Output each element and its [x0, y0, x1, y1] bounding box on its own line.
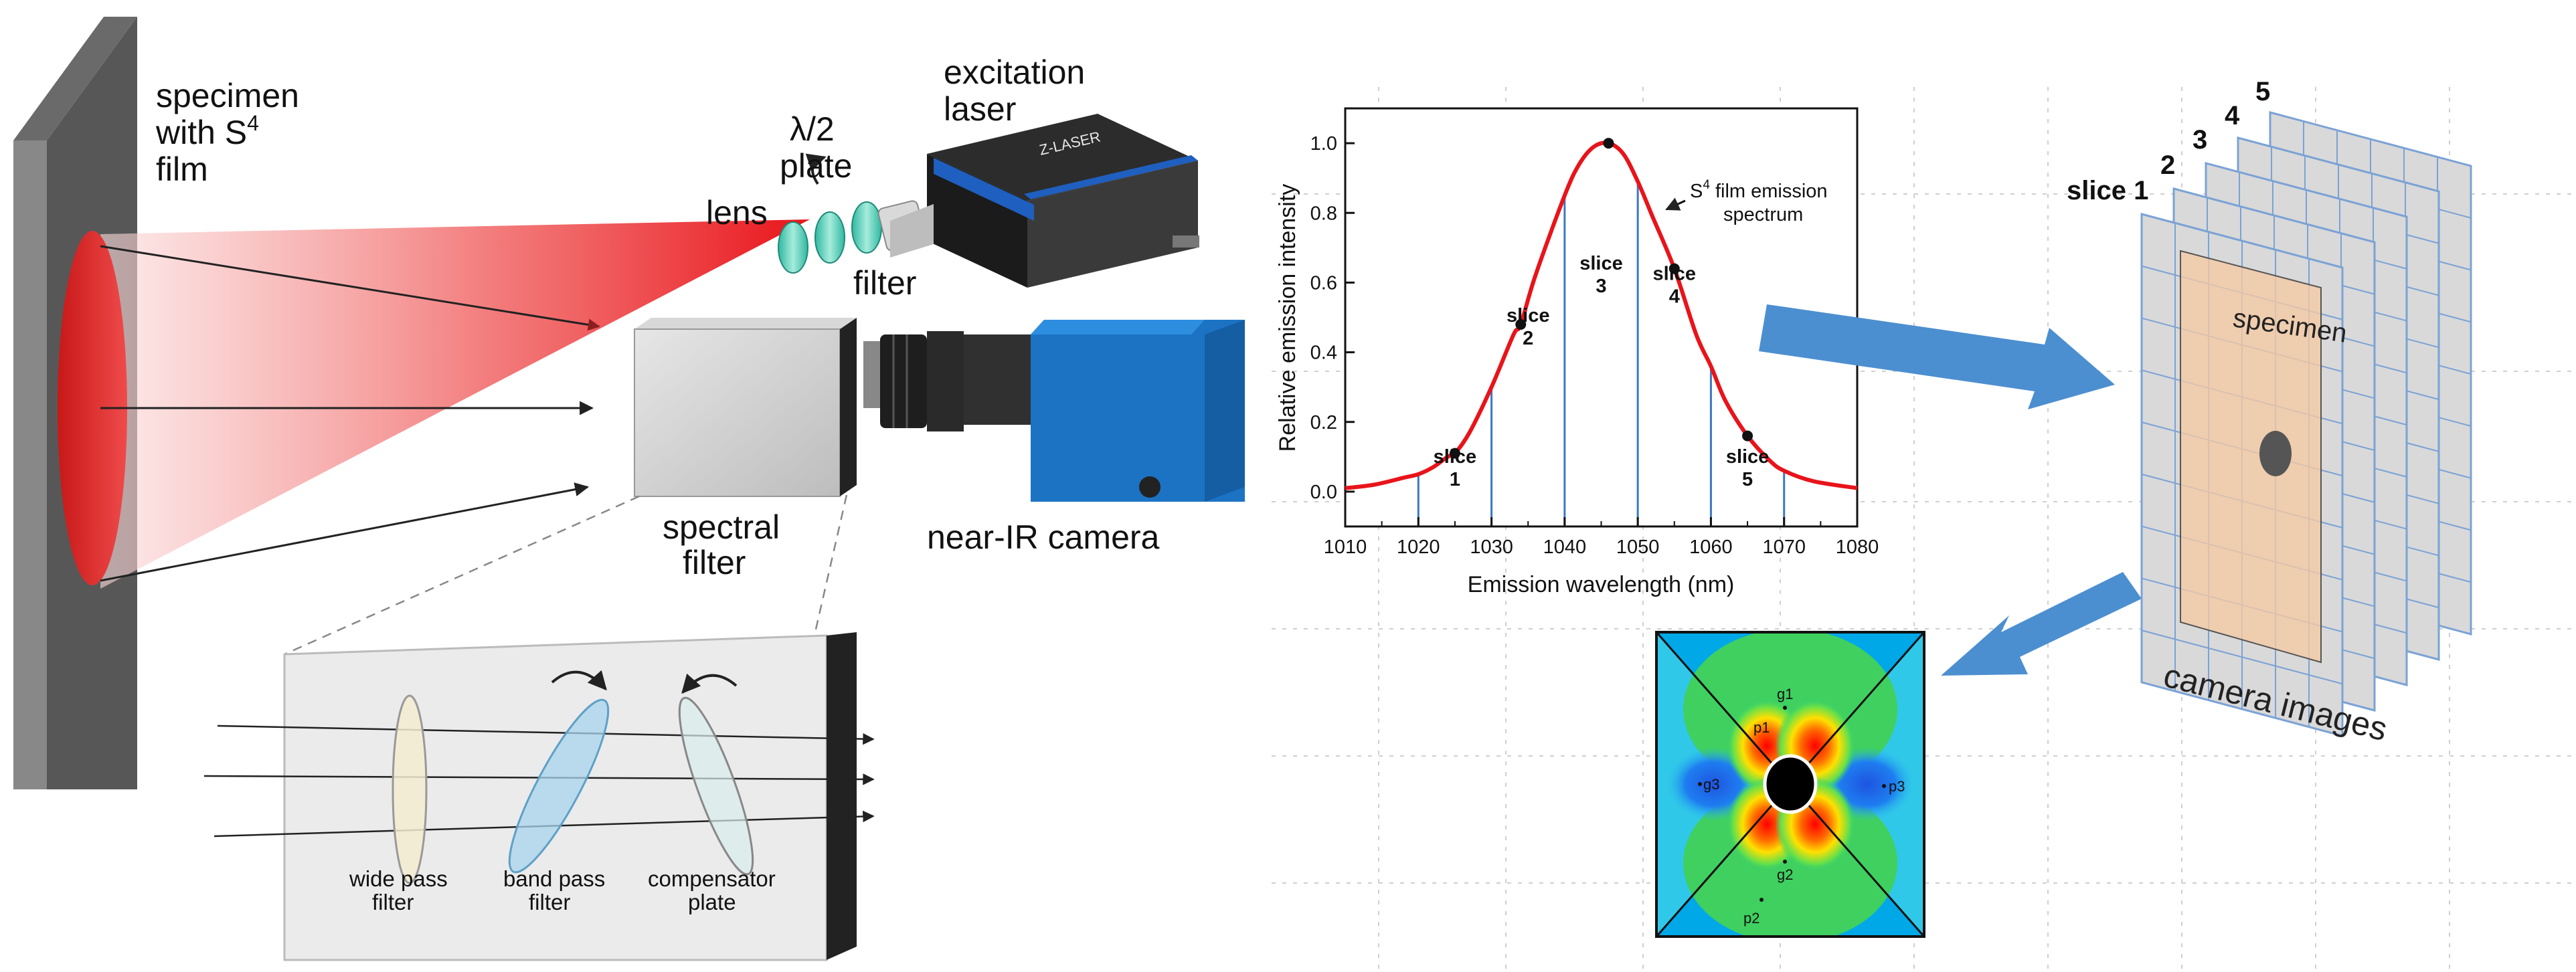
x-tick-label: 1010	[1324, 537, 1367, 558]
band-pass-filter	[508, 698, 610, 874]
specimen-label-3: film	[156, 151, 208, 188]
spectral-filter-box	[634, 318, 857, 497]
halfwave-label: λ/2	[790, 110, 835, 148]
spectrum-marker	[1603, 138, 1614, 149]
specimen-label: specimen	[156, 77, 299, 114]
rotate-ccw-icon	[681, 673, 738, 694]
spectrum-marker	[1449, 448, 1460, 459]
slice-label: slice	[1507, 305, 1550, 326]
y-axis-ticks: 0.0 0.2 0.4 0.6 0.8 1.0	[1310, 133, 1355, 503]
excitation-laser: Z-LASER	[890, 114, 1199, 288]
laser-beam	[100, 219, 810, 589]
point-p3: p3	[1889, 778, 1905, 795]
specimen-overlay	[2180, 250, 2322, 664]
arrow-to-stack	[1759, 304, 2115, 409]
slice-boundaries	[1417, 181, 1786, 526]
camera-image-stack	[2140, 111, 2472, 737]
compensator-label-2: plate	[688, 890, 736, 914]
hole	[1763, 754, 1818, 814]
frame-grid-line	[2141, 629, 2343, 685]
band-pass-label-2: filter	[529, 890, 570, 914]
y-tick-label: 1.0	[1310, 133, 1337, 155]
gauge-g1: g1	[1777, 686, 1793, 702]
specimen-hole	[2259, 431, 2292, 476]
point-p2: p2	[1743, 910, 1759, 927]
y-axis-title: Relative emission intensity	[1275, 184, 1300, 452]
slice-label: slice	[1579, 253, 1623, 274]
slice-number: 3	[1596, 276, 1606, 297]
spectral-filter-label-2: filter	[683, 544, 746, 581]
spectrum-marker	[1742, 430, 1753, 442]
stack-number-3: 3	[2193, 125, 2207, 155]
spectrum-markers	[1449, 138, 1753, 459]
slice-number: 2	[1523, 328, 1533, 349]
y-tick-label: 0.6	[1310, 272, 1337, 294]
laser-label: excitation	[944, 54, 1085, 91]
slice-1-label: slice 1	[2067, 176, 2148, 205]
y-tick-label: 0.8	[1310, 203, 1337, 224]
slice-number: 4	[1669, 286, 1680, 307]
near-ir-camera	[863, 320, 1245, 502]
arrow-to-map	[1941, 572, 2142, 676]
camera-label: near-IR camera	[927, 518, 1160, 556]
annotation-label-2: spectrum	[1723, 204, 1803, 225]
x-tick-label: 1030	[1470, 537, 1513, 558]
compensator-plate	[678, 696, 754, 876]
strain-map: g1 p1 g3 p3 g2 p2	[1655, 631, 1925, 938]
lens-label: lens	[706, 194, 768, 231]
band-pass-label: band pass	[503, 866, 605, 891]
spectral-filter-label: spectral	[663, 508, 780, 546]
stack-number-5: 5	[2255, 77, 2270, 106]
x-axis-title: Emission wavelength (nm)	[1468, 572, 1735, 597]
x-tick-label: 1060	[1689, 537, 1733, 558]
compensator-label: compensator	[648, 866, 776, 891]
slice-label: slice	[1653, 263, 1697, 284]
spectrum-marker	[1668, 263, 1680, 274]
specimen-label-2: with S4	[155, 111, 259, 151]
gauge-g2: g2	[1777, 866, 1793, 883]
stack-number-4: 4	[2225, 101, 2240, 130]
gauge-g3: g3	[1703, 776, 1719, 793]
point-p1: p1	[1753, 719, 1770, 736]
x-tick-label: 1080	[1836, 537, 1879, 558]
laser-label-2: laser	[944, 90, 1016, 128]
y-tick-label: 0.2	[1310, 412, 1337, 433]
emission-rays	[100, 245, 600, 582]
slice-number: 1	[1450, 469, 1460, 490]
halfwave-label-2: plate	[780, 147, 852, 185]
slice-label: slice	[1726, 446, 1770, 468]
rotate-cw-icon	[551, 670, 607, 691]
annotation-pointer	[1665, 197, 1686, 211]
spectrum-line	[1345, 140, 1858, 490]
spectrum-marker	[1515, 318, 1527, 330]
stack-number-2: 2	[2160, 151, 2175, 180]
zoom-lines	[284, 494, 848, 656]
y-tick-label: 0.0	[1310, 482, 1337, 503]
annotation-label: S4 film emission	[1690, 178, 1828, 202]
optical-setup: specimen with S4 film Z-LASER excitation…	[13, 17, 1245, 961]
x-tick-label: 1070	[1762, 537, 1806, 558]
wide-pass-label-2: filter	[372, 890, 414, 914]
x-tick-label: 1020	[1397, 537, 1440, 558]
x-axis-ticks: 1010 1020 1030 1040 1050 1060 1070 1080	[1324, 517, 1879, 558]
slice-number: 5	[1742, 469, 1753, 490]
wide-pass-filter	[392, 694, 428, 884]
filter-label: filter	[853, 264, 916, 302]
x-tick-label: 1040	[1543, 537, 1587, 558]
filter-detail-box	[203, 632, 875, 961]
slice-label: slice	[1434, 446, 1477, 468]
wide-pass-label: wide pass	[349, 866, 448, 891]
illuminated-spot	[58, 231, 127, 585]
y-tick-label: 0.4	[1310, 343, 1337, 364]
x-tick-label: 1050	[1616, 537, 1660, 558]
